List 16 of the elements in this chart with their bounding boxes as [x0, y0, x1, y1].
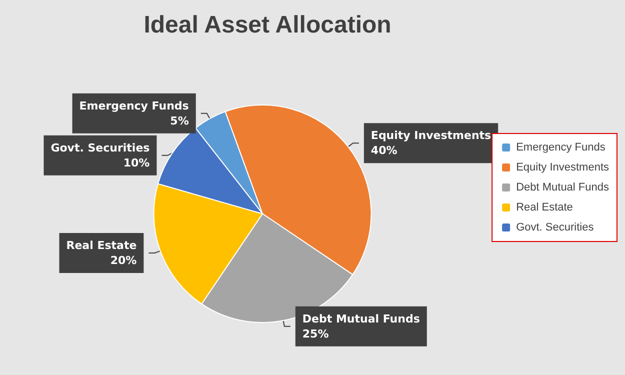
legend-label: Debt Mutual Funds	[516, 182, 610, 194]
data-label: 25%	[302, 327, 329, 340]
legend-label: Emergency Funds	[516, 142, 606, 154]
data-label: 10%	[123, 156, 150, 170]
data-label: 20%	[110, 254, 137, 267]
slice-label: Equity Investments	[370, 129, 492, 142]
data-label: 5%	[170, 114, 189, 128]
legend-label: Govt. Securities	[516, 222, 594, 234]
slice-label: Debt Mutual Funds	[302, 312, 420, 326]
chart-title: Ideal Asset Allocation	[144, 12, 392, 38]
data-label: 40%	[370, 144, 398, 158]
slice-label: Emergency Funds	[79, 99, 190, 112]
slice-label: Real Estate	[66, 238, 137, 252]
slice-label: Govt. Securities	[50, 141, 150, 154]
legend-label: Real Estate	[516, 202, 573, 214]
legend-label: Equity Investments	[516, 162, 610, 174]
